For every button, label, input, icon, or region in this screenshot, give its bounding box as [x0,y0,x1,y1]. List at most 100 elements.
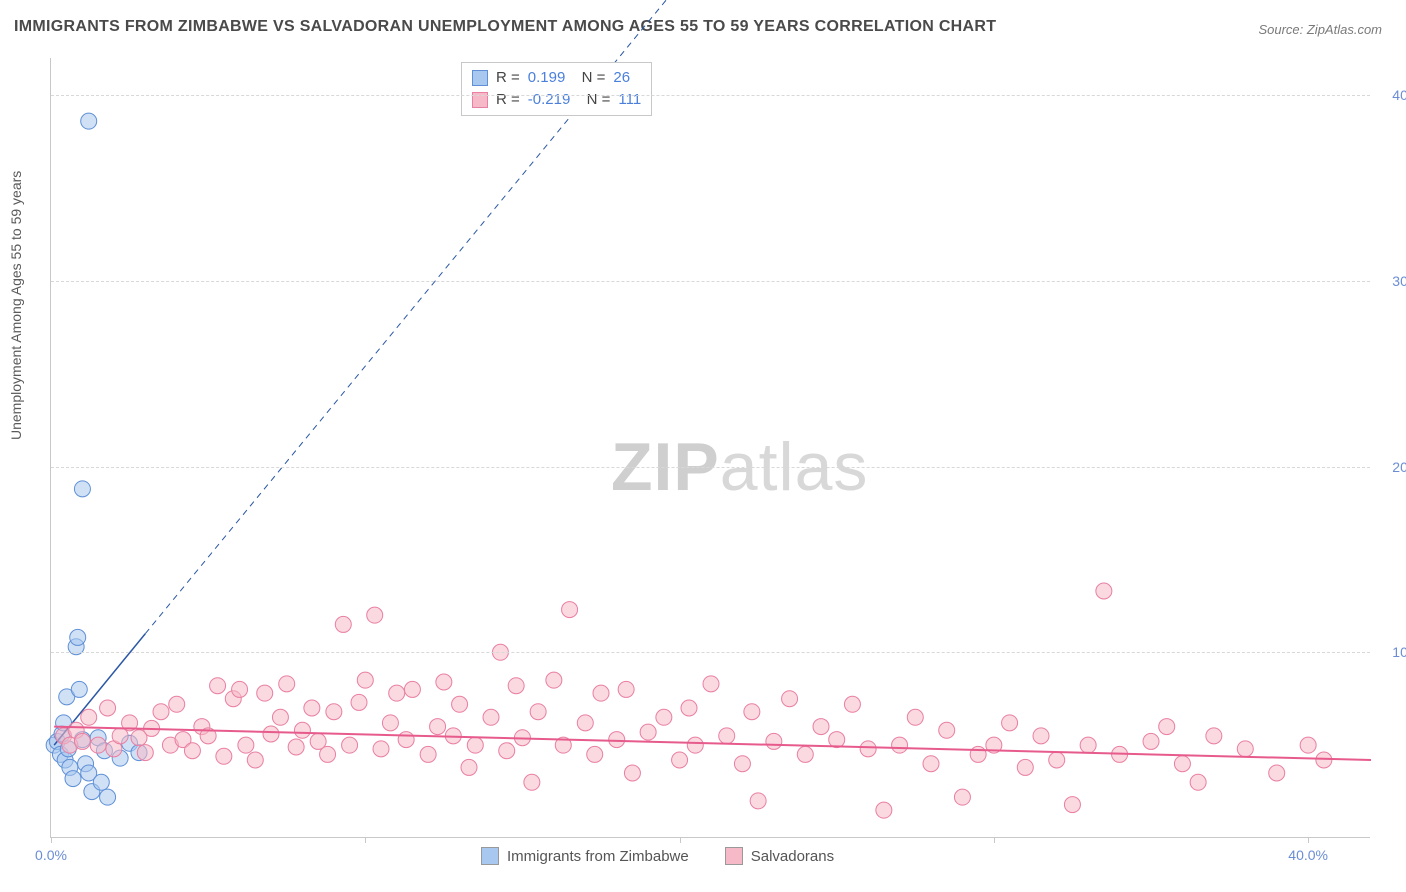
scatter-point [577,715,593,731]
scatter-point [829,732,845,748]
scatter-point [404,681,420,697]
x-tick-label: 0.0% [35,847,67,863]
scatter-point [750,793,766,809]
stats-n-val-0: 26 [613,67,630,89]
x-tick [365,837,366,843]
scatter-point [844,696,860,712]
source-label: Source: ZipAtlas.com [1258,22,1382,37]
grid-line [51,281,1370,282]
stats-swatch-0 [472,70,488,86]
scatter-point [1143,733,1159,749]
y-tick-label: 30.0% [1392,273,1406,289]
grid-line [51,652,1370,653]
y-tick-label: 40.0% [1392,87,1406,103]
legend-label-1: Salvadorans [751,848,834,865]
stats-r-val-1: -0.219 [528,89,571,111]
scatter-point [100,700,116,716]
scatter-point [279,676,295,692]
x-tick [1308,837,1309,843]
scatter-point [970,746,986,762]
scatter-point [272,709,288,725]
scatter-point [169,696,185,712]
scatter-point [1159,719,1175,735]
scatter-point [892,737,908,753]
scatter-point [876,802,892,818]
scatter-point [257,685,273,701]
stats-r-label-1: R = [496,89,520,111]
scatter-point [1064,797,1080,813]
scatter-point [703,676,719,692]
scatter-point [1080,737,1096,753]
scatter-point [398,732,414,748]
scatter-point [467,737,483,753]
scatter-svg [51,58,1370,837]
scatter-point [640,724,656,740]
scatter-point [436,674,452,690]
stats-box: R = 0.199 N = 26 R = -0.219 N = 111 [461,62,652,116]
scatter-point [74,733,90,749]
legend-item-0: Immigrants from Zimbabwe [481,847,689,865]
grid-line [51,95,1370,96]
chart-title: IMMIGRANTS FROM ZIMBABWE VS SALVADORAN U… [14,18,996,36]
scatter-point [100,789,116,805]
scatter-point [860,741,876,757]
stats-row-0: R = 0.199 N = 26 [472,67,641,89]
scatter-point [499,743,515,759]
scatter-point [782,691,798,707]
scatter-point [1096,583,1112,599]
x-tick [51,837,52,843]
scatter-point [609,732,625,748]
scatter-point [367,607,383,623]
scatter-point [81,113,97,129]
stats-n-val-1: 111 [618,89,641,111]
scatter-point [766,733,782,749]
scatter-point [1237,741,1253,757]
scatter-point [1190,774,1206,790]
scatter-point [216,748,232,764]
scatter-point [210,678,226,694]
stats-n-label-0: N = [573,67,605,89]
scatter-point [1033,728,1049,744]
scatter-point [508,678,524,694]
scatter-point [430,719,446,735]
scatter-point [687,737,703,753]
stats-n-label-1: N = [578,89,610,111]
scatter-point [90,737,106,753]
scatter-point [70,629,86,645]
scatter-point [1002,715,1018,731]
scatter-point [593,685,609,701]
scatter-point [1049,752,1065,768]
scatter-point [153,704,169,720]
legend-swatch-1 [725,847,743,865]
stats-r-label-0: R = [496,67,520,89]
scatter-point [461,759,477,775]
scatter-point [656,709,672,725]
scatter-point [672,752,688,768]
scatter-point [320,746,336,762]
scatter-point [65,771,81,787]
chart-plot-area: ZIPatlas R = 0.199 N = 26 R = -0.219 N =… [50,58,1370,838]
scatter-point [939,722,955,738]
scatter-point [420,746,436,762]
scatter-point [357,672,373,688]
scatter-point [734,756,750,772]
x-tick [680,837,681,843]
stats-r-val-0: 0.199 [528,67,566,89]
scatter-point [238,737,254,753]
scatter-point [389,685,405,701]
scatter-point [288,739,304,755]
scatter-point [294,722,310,738]
scatter-point [93,774,109,790]
scatter-point [483,709,499,725]
scatter-point [247,752,263,768]
legend-item-1: Salvadorans [725,847,834,865]
legend-label-0: Immigrants from Zimbabwe [507,848,689,865]
scatter-point [719,728,735,744]
x-tick-label: 40.0% [1288,847,1328,863]
scatter-point [232,681,248,697]
legend-swatch-0 [481,847,499,865]
scatter-point [81,709,97,725]
scatter-point [618,681,634,697]
scatter-point [304,700,320,716]
scatter-point [797,746,813,762]
